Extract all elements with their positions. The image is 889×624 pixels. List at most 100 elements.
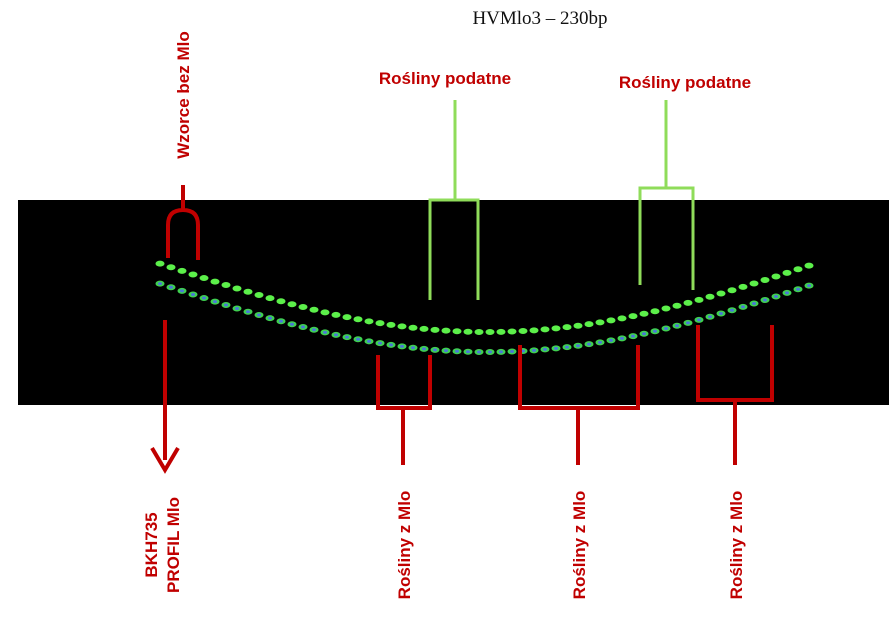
band (782, 269, 792, 276)
bracket-mlo-2 (518, 345, 640, 465)
band (760, 276, 770, 283)
band-core (543, 347, 547, 351)
band-core (631, 334, 635, 338)
band-core (334, 333, 338, 337)
band-core (653, 329, 657, 333)
band (507, 328, 517, 335)
band (573, 322, 583, 329)
band (408, 324, 418, 331)
band-core (675, 324, 679, 328)
band-core (444, 349, 448, 353)
band-core (565, 345, 569, 349)
band-core (686, 321, 690, 325)
band (727, 287, 737, 294)
label-reference: BKH735 (142, 512, 161, 577)
label-standards: Wzorce bez Mlo (174, 31, 193, 159)
band (628, 313, 638, 320)
band-core (609, 338, 613, 342)
band (705, 293, 715, 300)
title: HVMlo3 – 230bp (472, 8, 607, 29)
band (430, 326, 440, 333)
band-core (323, 330, 327, 334)
label-mlo: Rośliny z Mlo (570, 491, 589, 600)
band (364, 318, 374, 325)
band (562, 324, 572, 331)
band (485, 328, 495, 335)
band (793, 266, 803, 273)
band (749, 280, 759, 287)
bracket-standards (166, 185, 200, 260)
band (309, 306, 319, 313)
band (584, 321, 594, 328)
band (298, 304, 308, 311)
band (342, 314, 352, 321)
band (177, 267, 187, 274)
band-core (345, 335, 349, 339)
band-core (191, 292, 195, 296)
band (694, 296, 704, 303)
band-core (697, 318, 701, 322)
label-susceptible: Rośliny podatne (379, 69, 511, 88)
band-core (807, 284, 811, 288)
band-core (433, 348, 437, 352)
band-core (268, 316, 272, 320)
band-core (246, 310, 250, 314)
band-core (301, 325, 305, 329)
band (397, 323, 407, 330)
label-mlo: Rośliny z Mlo (395, 491, 414, 600)
band (166, 264, 176, 271)
band-core (180, 289, 184, 293)
band (276, 298, 286, 305)
band (155, 260, 165, 267)
band (661, 305, 671, 312)
band (650, 308, 660, 315)
band-core (158, 282, 162, 286)
band (254, 292, 264, 299)
band-core (466, 350, 470, 354)
band (210, 278, 220, 285)
band-core (719, 312, 723, 316)
band (331, 311, 341, 318)
band (683, 299, 693, 306)
band-core (202, 296, 206, 300)
band-core (708, 315, 712, 319)
band-core (400, 344, 404, 348)
bracket-susceptible-2 (638, 100, 695, 290)
band-core (213, 300, 217, 304)
band-core (730, 308, 734, 312)
band (320, 309, 330, 316)
band-core (763, 298, 767, 302)
band-core (169, 285, 173, 289)
band-core (389, 343, 393, 347)
band-core (499, 350, 503, 354)
band (386, 321, 396, 328)
band (672, 302, 682, 309)
band-core (290, 322, 294, 326)
band-core (796, 287, 800, 291)
band-core (378, 341, 382, 345)
band-core (741, 305, 745, 309)
band (199, 275, 209, 282)
band (617, 315, 627, 322)
band (474, 328, 484, 335)
band (265, 295, 275, 302)
bracket-mlo-3 (696, 325, 774, 465)
band-core (774, 294, 778, 298)
label-reference: PROFIL Mlo (164, 497, 183, 593)
band-core (312, 328, 316, 332)
band-core (598, 340, 602, 344)
band-core (257, 313, 261, 317)
band-core (785, 291, 789, 295)
band-core (532, 348, 536, 352)
band (529, 327, 539, 334)
bracket-susceptible-1 (428, 100, 480, 300)
band (639, 310, 649, 317)
band (496, 328, 506, 335)
gel (18, 200, 889, 405)
band-core (367, 339, 371, 343)
band-core (422, 347, 426, 351)
band (243, 288, 253, 295)
band-core (235, 306, 239, 310)
band (353, 316, 363, 323)
band-core (510, 350, 514, 354)
